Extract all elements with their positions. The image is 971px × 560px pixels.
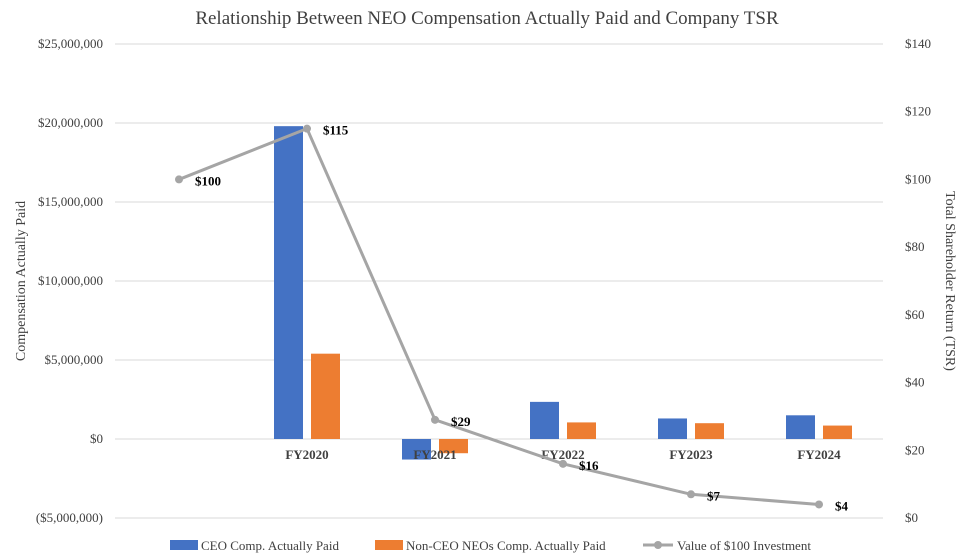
category-label: FY2022 — [541, 447, 584, 462]
chart-title: Relationship Between NEO Compensation Ac… — [195, 8, 779, 29]
non-ceo-comp-bar — [311, 353, 340, 439]
left-axis-label: Compensation Actually Paid — [14, 201, 29, 361]
legend-ceo-swatch — [170, 540, 198, 550]
legend-non-ceo-swatch — [375, 540, 403, 550]
ceo-comp-bar — [402, 439, 431, 460]
gridlines — [115, 43, 883, 519]
right-axis-label: Total Shareholder Return (TSR) — [942, 191, 957, 371]
left-tick-label: ($5,000,000) — [36, 510, 103, 525]
category-label: FY2023 — [669, 447, 713, 462]
ceo-comp-bar — [530, 401, 559, 439]
tsr-point — [687, 490, 695, 499]
legend-tsr-marker — [654, 541, 662, 549]
ceo-comp-bar — [274, 126, 303, 439]
non-ceo-comp-bar — [823, 425, 852, 439]
right-tick-label: $80 — [905, 239, 925, 254]
bars — [274, 126, 852, 460]
left-tick-label: $5,000,000 — [45, 352, 104, 367]
tsr-point — [815, 500, 823, 509]
ceo-comp-bar — [786, 415, 815, 439]
tsr-data-label: $29 — [451, 414, 471, 429]
category-labels: FY2020 FY2021 FY2022 FY2023 FY2024 — [285, 447, 841, 462]
tsr-data-label: $7 — [707, 488, 721, 503]
tsr-point — [303, 124, 311, 133]
category-label: FY2024 — [797, 447, 841, 462]
left-tick-label: $0 — [90, 431, 103, 446]
legend-label: Non-CEO NEOs Comp. Actually Paid — [406, 538, 606, 553]
right-tick-label: $140 — [905, 36, 931, 51]
right-tick-label: $20 — [905, 442, 925, 457]
legend-label: Value of $100 Investment — [677, 538, 811, 553]
tsr-line-path — [178, 126, 820, 506]
right-axis-ticks: $140 $120 $100 $80 $60 $40 $20 $0 — [905, 36, 931, 525]
tsr-data-label: $100 — [195, 173, 221, 188]
right-tick-label: $120 — [905, 104, 931, 119]
left-tick-label: $20,000,000 — [38, 115, 103, 130]
right-tick-label: $100 — [905, 171, 931, 186]
legend-label: CEO Comp. Actually Paid — [201, 538, 339, 553]
non-ceo-comp-bar — [695, 423, 724, 439]
left-tick-label: $15,000,000 — [38, 194, 103, 209]
category-label: FY2021 — [413, 447, 456, 462]
legend: CEO Comp. Actually Paid Non-CEO NEOs Comp… — [170, 538, 811, 553]
tsr-line: $100 $115 $29 $16 $7 $4 — [175, 123, 849, 513]
tsr-point — [175, 175, 183, 184]
non-ceo-comp-bar — [439, 439, 468, 454]
left-tick-label: $25,000,000 — [38, 36, 103, 51]
non-ceo-comp-bar — [567, 422, 596, 439]
left-tick-label: $10,000,000 — [38, 273, 103, 288]
right-tick-label: $40 — [905, 375, 925, 390]
tsr-data-label: $4 — [835, 498, 849, 513]
left-axis-ticks: $25,000,000 $20,000,000 $15,000,000 $10,000… — [36, 36, 103, 525]
tsr-data-label: $16 — [579, 458, 599, 473]
tsr-point — [559, 459, 567, 468]
tsr-data-label: $115 — [323, 123, 349, 138]
category-label: FY2020 — [285, 447, 328, 462]
ceo-comp-bar — [658, 418, 687, 439]
right-tick-label: $0 — [905, 510, 918, 525]
tsr-point — [431, 415, 439, 424]
right-tick-label: $60 — [905, 307, 925, 322]
